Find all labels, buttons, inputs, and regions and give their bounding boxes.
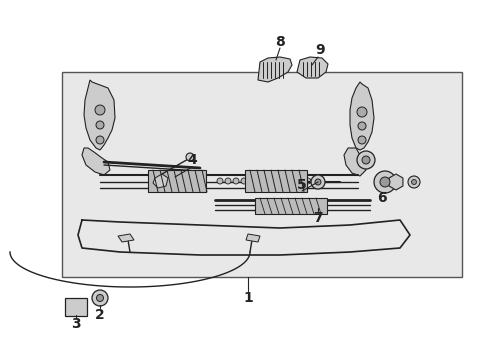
Circle shape: [379, 177, 389, 187]
Circle shape: [224, 178, 230, 184]
Polygon shape: [118, 234, 134, 242]
Circle shape: [185, 153, 194, 161]
Polygon shape: [245, 234, 260, 242]
Circle shape: [96, 294, 103, 302]
Text: 4: 4: [187, 153, 197, 167]
Circle shape: [257, 178, 263, 184]
Polygon shape: [153, 174, 168, 188]
Circle shape: [411, 180, 416, 185]
Circle shape: [92, 290, 108, 306]
Circle shape: [272, 178, 279, 184]
Circle shape: [296, 178, 303, 184]
Text: 6: 6: [376, 191, 386, 205]
Polygon shape: [258, 57, 291, 82]
Polygon shape: [296, 57, 327, 78]
Circle shape: [357, 136, 365, 144]
Circle shape: [248, 178, 254, 184]
Circle shape: [96, 121, 104, 129]
Polygon shape: [388, 174, 402, 190]
Circle shape: [312, 178, 318, 184]
Bar: [244, 170, 306, 192]
Polygon shape: [343, 148, 365, 176]
Circle shape: [305, 178, 310, 184]
Circle shape: [95, 105, 105, 115]
Circle shape: [356, 107, 366, 117]
Polygon shape: [349, 82, 373, 150]
Text: 5: 5: [297, 178, 306, 192]
Circle shape: [361, 156, 369, 164]
Text: 9: 9: [315, 43, 324, 57]
Circle shape: [288, 178, 294, 184]
Bar: [254, 198, 326, 214]
Bar: [148, 170, 205, 192]
Text: 1: 1: [243, 291, 252, 305]
Polygon shape: [82, 148, 110, 175]
Circle shape: [357, 122, 365, 130]
Text: 3: 3: [71, 317, 81, 331]
Circle shape: [373, 171, 395, 193]
Circle shape: [310, 175, 325, 189]
Circle shape: [241, 178, 246, 184]
Circle shape: [281, 178, 286, 184]
Text: 2: 2: [95, 308, 104, 322]
Circle shape: [314, 179, 320, 185]
Bar: [62, 72, 461, 277]
Circle shape: [407, 176, 419, 188]
Text: 8: 8: [275, 35, 285, 49]
Text: 7: 7: [312, 211, 322, 225]
Circle shape: [356, 151, 374, 169]
Circle shape: [264, 178, 270, 184]
Polygon shape: [84, 80, 115, 150]
Bar: [65, 298, 87, 316]
Circle shape: [217, 178, 223, 184]
Circle shape: [232, 178, 239, 184]
Circle shape: [96, 136, 104, 144]
